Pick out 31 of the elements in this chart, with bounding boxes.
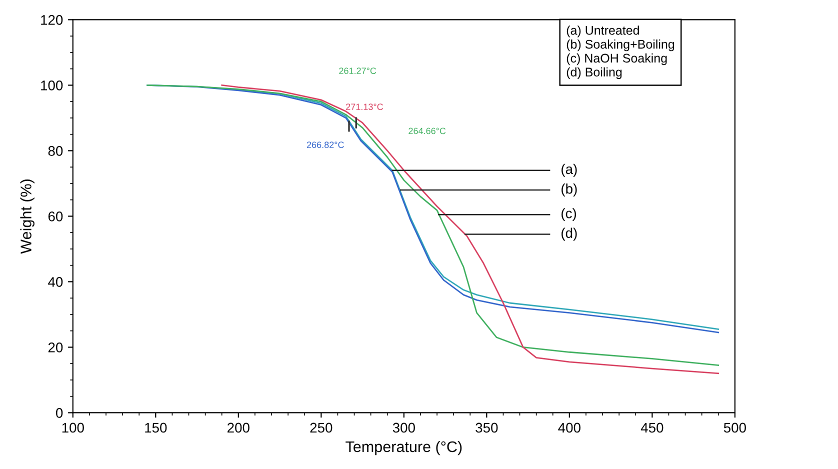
annotation: 261.27°C (339, 68, 376, 74)
y-tick-label: 20 (48, 342, 63, 352)
y-tick-label: 100 (41, 80, 63, 90)
annotation: (b) Soaking+Boiling (566, 40, 674, 52)
annotation: (c) (562, 208, 576, 222)
annotation: 264.66°C (408, 128, 446, 134)
annotation: (a) Untreated (566, 26, 639, 38)
annotation: (b) (562, 184, 577, 196)
x-tick-label: 400 (558, 422, 580, 433)
y-tick-label: 60 (48, 212, 63, 222)
y-axis-title: Weight (%) (20, 180, 34, 254)
line-series (221, 84, 720, 374)
annotation: (a) (562, 164, 577, 177)
x-tick-label: 150 (145, 422, 167, 433)
x-tick-label: 100 (62, 422, 84, 433)
x-tick-label: 250 (310, 422, 332, 433)
x-axis-title: Temperature (°C) (346, 440, 462, 456)
annotation: (d) Boiling (566, 67, 622, 79)
annotation: 271.13°C (346, 104, 383, 110)
x-tick-label: 300 (392, 422, 415, 433)
x-tick-label: 500 (724, 422, 746, 433)
annotation: 266.82°C (306, 142, 344, 148)
annotation: (c) NaOH Soaking (566, 53, 667, 66)
y-tick-label: 40 (48, 277, 63, 287)
y-tick-label: 0 (56, 408, 63, 418)
annotation: (d) (562, 228, 577, 241)
x-tick-label: 350 (476, 422, 498, 433)
y-tick-label: 120 (41, 15, 63, 25)
x-tick-label: 200 (228, 422, 250, 433)
x-tick-label: 450 (640, 422, 664, 433)
y-tick-label: 80 (48, 146, 63, 156)
